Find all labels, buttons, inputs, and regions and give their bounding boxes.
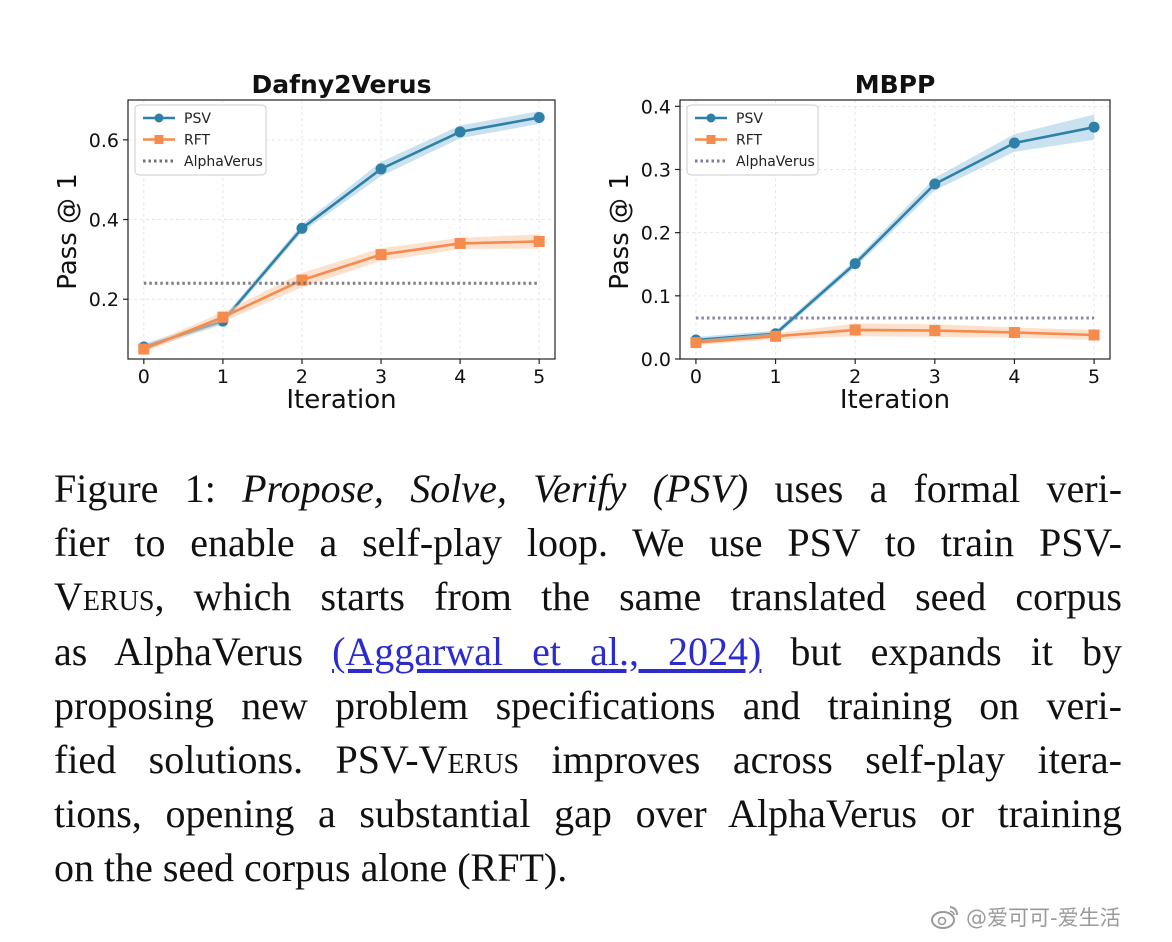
citation-link[interactable]: (Aggarwal et al., 2024) bbox=[332, 628, 762, 674]
x-tick-label: 5 bbox=[1088, 366, 1100, 388]
caption-line: on the seed corpus alone (RFT). bbox=[54, 841, 1122, 895]
plot-frame bbox=[127, 99, 556, 360]
series-psv-point bbox=[533, 112, 545, 124]
caption-text: fier to enable a self-play loop. We use … bbox=[54, 520, 1122, 566]
series-rft-point bbox=[296, 274, 308, 286]
x-tick-label: 1 bbox=[770, 366, 782, 388]
x-axis-label: Iteration bbox=[286, 385, 396, 415]
y-tick-label: 0.2 bbox=[89, 289, 119, 311]
series-rft-band bbox=[143, 234, 540, 353]
y-tick-label: 0.1 bbox=[641, 286, 671, 308]
legend-rft-label: RFT bbox=[736, 133, 763, 149]
series-rft-point bbox=[138, 343, 150, 355]
series-rft-line bbox=[695, 328, 1095, 344]
figure-caption: Figure 1: Propose, Solve, Verify (PSV) u… bbox=[54, 462, 1122, 896]
y-tick-label: 0.4 bbox=[89, 210, 119, 232]
caption-line: Verus, which starts from the same transl… bbox=[54, 570, 1122, 624]
series-rft-point bbox=[533, 235, 545, 247]
series-rft-point bbox=[375, 249, 387, 261]
x-tick-label: 4 bbox=[454, 366, 466, 388]
caption-text: , which starts from the same translated … bbox=[154, 574, 1122, 620]
y-axis-label: Pass @ 1 bbox=[605, 173, 635, 290]
caption-text: but expands it by bbox=[761, 628, 1122, 674]
caption-line: as AlphaVerus (Aggarwal et al., 2024) bu… bbox=[54, 625, 1122, 679]
y-tick-label: 0.3 bbox=[641, 159, 671, 181]
caption-text: as AlphaVerus bbox=[54, 628, 333, 674]
series-rft-point bbox=[849, 324, 861, 336]
x-tick-label: 4 bbox=[1008, 366, 1020, 388]
series-psv-point bbox=[1008, 137, 1020, 149]
y-axis-label: Pass @ 1 bbox=[53, 173, 83, 290]
plot-frame bbox=[679, 99, 1111, 360]
x-tick-label: 1 bbox=[217, 366, 229, 388]
chart-dafny2verus: 0 1 2 3 4 5 0.2 0.4 0.6 Dafny2Verus Iteration Pass … bbox=[53, 70, 556, 415]
legend-rft-marker bbox=[706, 135, 716, 144]
y-tick-label: 0.2 bbox=[641, 223, 671, 245]
y-tick-label: 0.4 bbox=[641, 96, 671, 118]
series-psv-point bbox=[454, 126, 466, 138]
series-rft-point bbox=[770, 330, 782, 342]
y-tick-label: 0.0 bbox=[641, 349, 671, 371]
legend-psv-label: PSV bbox=[736, 111, 763, 127]
legend-rft-label: RFT bbox=[184, 133, 211, 149]
watermark-text: @爱可可-爱生活 bbox=[966, 906, 1121, 930]
series-psv-band bbox=[695, 114, 1095, 344]
caption-text: proposing new problem specifications and… bbox=[54, 682, 1122, 728]
series-rft-point bbox=[454, 237, 466, 249]
x-tick-label: 2 bbox=[849, 366, 861, 388]
caption-line: fied solutions. PSV-Verus improves acros… bbox=[54, 733, 1122, 787]
legend-psv-marker bbox=[154, 113, 164, 123]
caption-text: tions, opening a substantial gap over Al… bbox=[54, 791, 1122, 837]
series-rft-line bbox=[143, 240, 540, 351]
series-rft-band bbox=[695, 323, 1095, 346]
caption-text: Figure 1: bbox=[54, 466, 243, 511]
series-rft-point bbox=[929, 325, 941, 337]
caption-text: uses a formal veri- bbox=[748, 466, 1123, 511]
series-psv-point bbox=[849, 258, 861, 270]
caption-line: proposing new problem specifications and… bbox=[54, 679, 1122, 733]
series-rft-point bbox=[217, 311, 229, 323]
caption-line: tions, opening a substantial gap over Al… bbox=[54, 787, 1122, 841]
series-rft-point bbox=[1088, 329, 1100, 341]
chart-title: Dafny2Verus bbox=[252, 70, 432, 99]
series-psv-point bbox=[929, 178, 941, 190]
series-psv-point bbox=[296, 222, 308, 234]
x-tick-label: 3 bbox=[375, 366, 387, 388]
x-tick-label: 5 bbox=[533, 366, 545, 388]
weibo-icon bbox=[931, 906, 958, 929]
legend-box bbox=[134, 104, 267, 176]
caption-text: improves across self-play itera- bbox=[519, 737, 1123, 783]
caption-text: Verus bbox=[418, 737, 520, 783]
caption-line: fier to enable a self-play loop. We use … bbox=[54, 516, 1122, 570]
x-tick-label: 2 bbox=[296, 366, 308, 388]
chart-title: MBPP bbox=[855, 70, 936, 99]
x-tick-label: 0 bbox=[138, 366, 150, 388]
x-axis-label: Iteration bbox=[840, 385, 950, 415]
legend-alphaverus-label: AlphaVerus bbox=[736, 154, 815, 170]
y-tick-label: 0.6 bbox=[89, 130, 119, 152]
x-tick-label: 0 bbox=[690, 366, 702, 388]
legend-psv-label: PSV bbox=[184, 111, 211, 127]
caption-text: Propose, Solve, Verify (PSV) bbox=[242, 466, 749, 511]
watermark: @爱可可-爱生活 bbox=[930, 902, 1121, 932]
legend-rft-marker bbox=[154, 135, 164, 144]
series-psv-point bbox=[375, 163, 387, 175]
caption-text: fied solutions. PSV- bbox=[54, 737, 419, 783]
caption-text: on the seed corpus alone (RFT). bbox=[54, 845, 568, 891]
legend-psv-marker bbox=[706, 113, 716, 123]
caption-text: Verus bbox=[54, 574, 155, 620]
chart-mbpp: 0 1 2 3 4 5 0.0 0.1 0.2 0.3 0.4 MBPP Iteration Pass @… bbox=[605, 70, 1111, 415]
figure-charts: 0 1 2 3 4 5 0.2 0.4 0.6 Dafny2Verus Iteration Pass … bbox=[53, 70, 1111, 415]
series-rft-point bbox=[1008, 326, 1020, 338]
series-psv-point bbox=[1088, 121, 1100, 133]
legend-box bbox=[686, 104, 819, 176]
series-rft-point bbox=[690, 337, 702, 349]
caption-line: Figure 1: Propose, Solve, Verify (PSV) u… bbox=[54, 462, 1122, 516]
x-tick-label: 3 bbox=[929, 366, 941, 388]
legend-alphaverus-label: AlphaVerus bbox=[184, 154, 263, 170]
